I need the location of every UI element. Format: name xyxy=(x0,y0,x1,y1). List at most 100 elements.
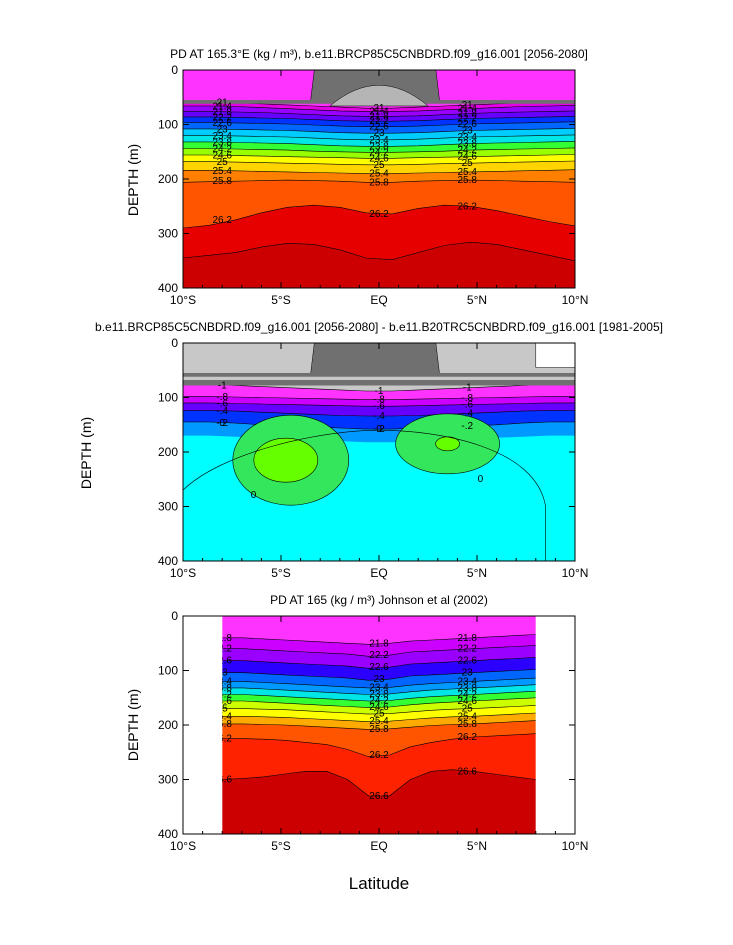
density-band xyxy=(183,242,575,288)
contour-label: 24.6 xyxy=(212,696,232,707)
contour-label: 24.2 xyxy=(457,689,477,700)
contour-line xyxy=(222,645,536,657)
x-tick-label: 5°N xyxy=(467,566,487,580)
contour-label: 0 xyxy=(219,418,225,429)
contour-label: 26.6 xyxy=(212,775,232,786)
y-tick-label: 200 xyxy=(158,445,178,459)
contour-label: 23 xyxy=(217,668,229,679)
y-tick-label: 100 xyxy=(158,391,178,405)
contour-label: 23.8 xyxy=(457,139,477,150)
x-tick-label: EQ xyxy=(370,839,387,853)
contour-label: 25.4 xyxy=(212,166,232,177)
panel-bottom-ylabel: DEPTH (m) xyxy=(125,689,141,761)
y-tick-label: 100 xyxy=(158,664,178,678)
contour-label: 23.4 xyxy=(369,682,389,693)
contour-line xyxy=(222,720,536,730)
density-band xyxy=(222,669,536,688)
contour-line xyxy=(183,429,546,561)
contour-label: 25.4 xyxy=(457,711,477,722)
contour-label: 26.2 xyxy=(369,750,389,761)
contour-label: 24.2 xyxy=(369,695,389,706)
contour-line xyxy=(183,121,575,127)
panel-top: PD AT 165.3°E (kg / m³), b.e11.BRCP85C5C… xyxy=(125,47,588,307)
panel-bottom-plot: 21.8 21.8 21.822.222.222.222.622.622.62323… xyxy=(158,609,588,853)
contour-label: -.4 xyxy=(373,411,385,422)
y-tick-label: 300 xyxy=(158,500,178,514)
contour-label: 25.4 xyxy=(369,169,389,180)
panel-1-field: 00-1 -1 -1-.8 -.8 -.8-.6 -.6 -.6-.4 -.4 -.4-.2-.… xyxy=(183,343,575,561)
contour-label: 23.8 xyxy=(212,137,232,148)
contour-label: 26.2 xyxy=(212,734,232,745)
contour-label: 25 xyxy=(373,160,385,171)
contour-label: 24.2 xyxy=(369,147,389,158)
x-tick-label: 5°N xyxy=(467,839,487,853)
contour-line xyxy=(183,204,575,229)
contour-label: 22.6 xyxy=(212,118,232,129)
contour-label: 26.2 xyxy=(369,209,389,220)
contour-line xyxy=(183,396,575,400)
contour-label: 26.2 xyxy=(457,201,477,212)
contour-line xyxy=(183,410,575,417)
x-tick-label: 10°N xyxy=(562,566,589,580)
contour-label: 26.2 xyxy=(212,215,232,226)
density-band xyxy=(222,769,536,834)
density-band xyxy=(222,705,536,722)
panel-middle-title: b.e11.BRCP85C5CNBDRD.f09_g16.001 [2056-2… xyxy=(95,320,663,334)
contour-label: 23 xyxy=(373,674,385,685)
density-band xyxy=(222,733,536,796)
contour-label: 25.8 xyxy=(457,719,477,730)
contour-line xyxy=(183,128,575,134)
contour-label: 23.4 xyxy=(212,676,232,687)
density-band xyxy=(222,634,536,657)
contour-label: 0 xyxy=(478,474,484,485)
y-tick-label: 200 xyxy=(158,718,178,732)
contour-label: -1 xyxy=(375,386,384,397)
contour-label: 22.6 xyxy=(457,119,477,130)
contour-label: 25 xyxy=(462,704,474,715)
contour-label: 25.8 xyxy=(212,719,232,730)
difference-band xyxy=(183,402,575,416)
contour-line xyxy=(222,697,536,708)
contour-label: 24.6 xyxy=(369,702,389,713)
density-band xyxy=(183,147,575,159)
land-mask xyxy=(329,85,429,107)
contour-label: 22.2 xyxy=(369,650,389,661)
contour-label: 23.8 xyxy=(457,683,477,694)
contour-label: 21 xyxy=(217,98,229,109)
contour-line xyxy=(222,657,536,669)
contour-line xyxy=(183,241,575,262)
contour-line xyxy=(222,769,536,797)
contour-label: 25.8 xyxy=(369,724,389,735)
contour-label: 21.8 xyxy=(369,638,389,649)
x-tick-label: 10°S xyxy=(170,566,196,580)
contour-label: -1 xyxy=(218,381,227,392)
contour-label: 23 xyxy=(217,124,229,135)
x-tick-label: 5°S xyxy=(271,566,290,580)
contour-label: 23.8 xyxy=(212,683,232,694)
contour-label: 22.6 xyxy=(457,656,477,667)
contour-line xyxy=(183,116,575,122)
panel-top-ylabel: DEPTH (m) xyxy=(125,144,141,216)
contour-label: 23.4 xyxy=(369,135,389,146)
contour-label: 23.4 xyxy=(457,676,477,687)
panel-top-title: PD AT 165.3°E (kg / m³), b.e11.BRCP85C5C… xyxy=(170,47,588,61)
contour-line xyxy=(183,421,575,430)
contour-label: 23.8 xyxy=(369,689,389,700)
land-mask xyxy=(310,343,441,376)
y-tick-label: 0 xyxy=(171,63,178,77)
land-mask xyxy=(183,372,575,377)
contour-line xyxy=(222,733,536,757)
x-tick-label: 10°N xyxy=(562,839,589,853)
contour-line xyxy=(222,712,536,723)
contour-label: 23 xyxy=(373,128,385,139)
contour-line xyxy=(222,705,536,715)
contour-line xyxy=(183,154,575,159)
contour-label: 24.6 xyxy=(457,696,477,707)
contour-line xyxy=(183,147,575,153)
y-tick-label: 300 xyxy=(158,227,178,241)
contour-line xyxy=(183,384,575,392)
density-band xyxy=(183,154,575,165)
